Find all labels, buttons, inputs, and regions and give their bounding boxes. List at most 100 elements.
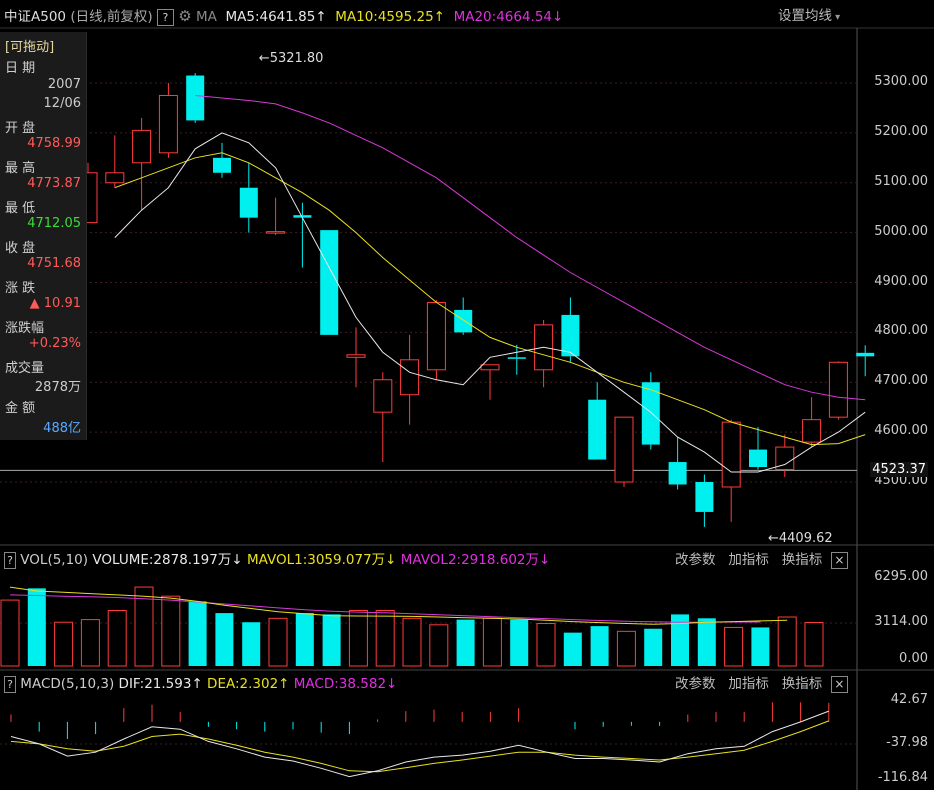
dea-readout: DEA:2.302 — [207, 676, 279, 692]
close-icon[interactable]: × — [830, 552, 848, 569]
vol-param-button[interactable]: 改参数 — [675, 552, 716, 568]
help-icon[interactable]: ? — [156, 9, 174, 26]
volume-bar-down — [322, 614, 341, 666]
price-tick-label: 4700.00 — [874, 373, 928, 389]
high-label: 最 高 — [5, 161, 36, 176]
arrow-up-icon: ↑ — [278, 676, 290, 692]
macd-header: ? MACD(5,10,3) DIF:21.593↑ DEA:2.302↑ MA… — [4, 673, 397, 695]
volume-bar-up — [134, 586, 154, 667]
volume-bar-up — [161, 595, 181, 667]
candle-up — [480, 364, 500, 371]
vol-name: VOL(5,10) — [20, 552, 89, 568]
candle-down — [186, 75, 205, 121]
vol-header: ? VOL(5,10) VOLUME:2878.197万↓ MAVOL1:305… — [4, 549, 550, 571]
candle-down — [749, 449, 767, 468]
ma20-value: MA20:4664.54 — [453, 9, 553, 25]
change-label: 涨 跌 — [5, 281, 36, 296]
macd-tick-label: -116.84 — [877, 770, 928, 785]
amount-value: 488亿 — [43, 421, 81, 436]
volume-bar-up — [348, 610, 368, 667]
volume-bar-up — [54, 621, 74, 667]
info-panel[interactable]: [可拖动] 日 期 2007 12/06 开 盘 4758.99 最 高 477… — [0, 32, 87, 440]
candle-up — [132, 129, 152, 164]
volume-bar-down — [563, 632, 582, 666]
volume-bar-down — [510, 619, 529, 666]
arrow-down-icon: ↓ — [539, 552, 551, 568]
price-tick-label: 4800.00 — [874, 323, 928, 339]
volume-bar-up — [0, 599, 20, 667]
vol-switch-indicator-button[interactable]: 换指标 — [781, 552, 823, 568]
volume-readout: VOLUME:2878.197万 — [92, 552, 232, 568]
macd-readout: MACD:38.582 — [293, 676, 387, 692]
volume-tick-label: 0.00 — [899, 651, 928, 666]
help-icon[interactable]: ? — [4, 676, 16, 693]
candle-down — [695, 482, 714, 512]
vol-add-indicator-button[interactable]: 加指标 — [728, 552, 769, 568]
macd-tick-label: 42.67 — [890, 692, 928, 707]
gear-icon[interactable]: ⚙ — [178, 7, 192, 25]
drag-label[interactable]: [可拖动] — [5, 40, 55, 55]
volume-bar-down — [671, 614, 689, 666]
open-label: 开 盘 — [5, 121, 36, 136]
volume-bar-up — [482, 617, 502, 667]
price-tick-label: 5000.00 — [874, 223, 928, 239]
price-tick-label: 5200.00 — [874, 123, 928, 139]
candle-up — [802, 419, 822, 443]
mavol2-readout: MAVOL2:2918.602万 — [400, 552, 539, 568]
volume-tick-label: 3114.00 — [874, 614, 928, 629]
volume-bar-up — [616, 630, 636, 667]
candle-up — [828, 361, 848, 418]
volume-bar-up — [804, 622, 824, 667]
volume-bar-down — [456, 619, 475, 666]
candle-down — [856, 352, 875, 357]
volume-bar-down — [590, 626, 609, 666]
candle-down — [668, 462, 687, 485]
macd-add-indicator-button[interactable]: 加指标 — [728, 676, 769, 692]
macd-tick-label: -37.98 — [886, 735, 928, 750]
candle-down — [561, 314, 580, 357]
arrow-down-icon: ↓ — [385, 552, 397, 568]
pct-label: 涨跌幅 — [5, 321, 45, 336]
volume-bar-up — [375, 610, 395, 667]
macd-switch-indicator-button[interactable]: 换指标 — [781, 676, 823, 692]
pct-value: +0.23% — [28, 336, 81, 351]
settings-ma-button[interactable]: 设置均线 ▾ — [778, 5, 840, 27]
candle-down — [293, 215, 312, 218]
current-price-label: 4523.37 — [870, 462, 928, 478]
mode-label: (日线,前复权) — [70, 9, 153, 25]
volume-bar-down — [751, 627, 770, 666]
candle-down — [507, 357, 526, 359]
candle-down — [588, 399, 607, 460]
extreme-price-annotation: ←4409.62 — [768, 531, 833, 546]
volume-bar-up — [80, 619, 100, 667]
ma5-value: MA5:4641.85 — [225, 9, 316, 25]
help-icon[interactable]: ? — [4, 552, 16, 569]
volume-bar-up — [724, 626, 744, 667]
candle-up — [721, 421, 741, 488]
candle-up — [614, 416, 634, 483]
extreme-price-annotation: ←5321.80 — [259, 51, 324, 66]
arrow-up-icon: ↑ — [315, 9, 327, 25]
volume-bar-down — [644, 628, 663, 666]
price-tick-label: 4900.00 — [874, 273, 928, 289]
volume-bar-up — [777, 616, 797, 667]
close-icon[interactable]: × — [830, 676, 848, 693]
ma10-value: MA10:4595.25 — [335, 9, 434, 25]
macd-param-button[interactable]: 改参数 — [675, 676, 716, 692]
caret-down-icon: ▾ — [832, 12, 841, 23]
ma-label: MA — [195, 9, 217, 25]
open-value: 4758.99 — [27, 136, 81, 151]
dif-readout: DIF:21.593 — [118, 676, 192, 692]
price-tick-label: 5100.00 — [874, 173, 928, 189]
candle-up — [373, 379, 393, 413]
settings-ma-label: 设置均线 — [778, 8, 832, 24]
index-title: 中证A500 — [4, 9, 67, 25]
date-label: 日 期 — [5, 61, 36, 76]
arrow-up-icon: ↑ — [191, 676, 203, 692]
macd-name: MACD(5,10,3) — [20, 676, 115, 692]
volume-label: 成交量 — [5, 361, 45, 376]
volume-bar-up — [402, 617, 422, 667]
main-header: 中证A500 (日线,前复权) ? ⚙ MA MA5:4641.85↑ MA10… — [4, 5, 563, 27]
ma10-line — [114, 152, 866, 446]
